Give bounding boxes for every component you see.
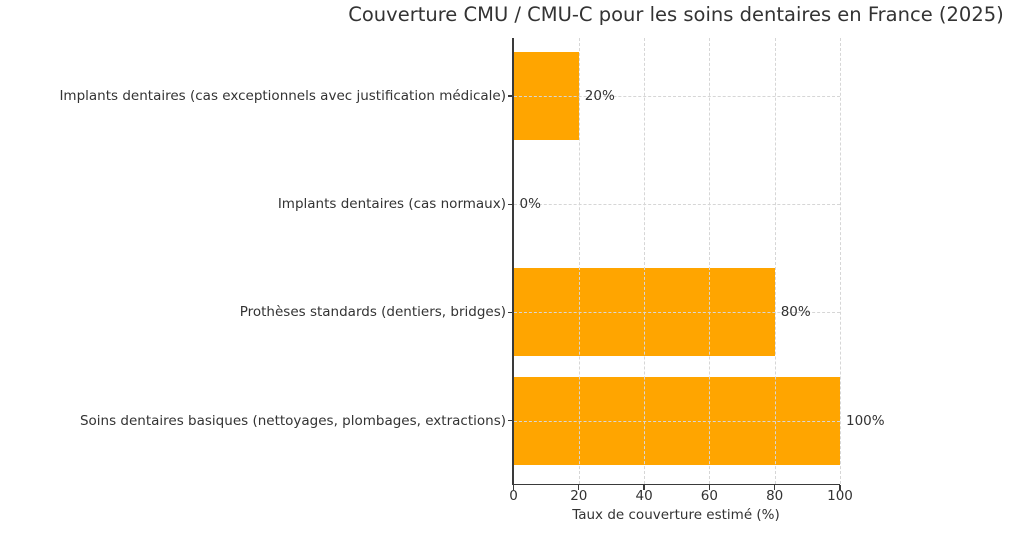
y-axis-label: Prothèses standards (dentiers, bridges)	[239, 304, 506, 321]
x-tickmark	[512, 485, 515, 490]
x-tick-label: 40	[635, 488, 653, 504]
y-tickmark	[508, 419, 513, 422]
x-axis-title: Taux de couverture estimé (%)	[572, 507, 780, 523]
x-tick-label: 80	[766, 488, 784, 504]
x-axis-line	[512, 483, 840, 486]
chart-title: Couverture CMU / CMU-C pour les soins de…	[348, 3, 1004, 26]
x-tick-label: 60	[700, 488, 718, 504]
x-tick-label: 100	[827, 488, 853, 504]
y-axis-label: Soins dentaires basiques (nettoyages, pl…	[79, 412, 506, 429]
value-label: 80%	[780, 304, 811, 321]
y-tickmark	[508, 203, 513, 205]
value-label: 100%	[846, 412, 885, 429]
y-axis-label: Implants dentaires (cas exceptionnels av…	[59, 88, 506, 104]
y-tickmark	[508, 311, 513, 313]
y-axis-label: Implants dentaires (cas normaux)	[277, 196, 506, 213]
x-tickmark	[643, 485, 645, 490]
h-gridline	[513, 96, 840, 97]
x-tickmark	[839, 485, 841, 490]
y-tickmark	[508, 95, 513, 97]
x-tick-label: 0	[509, 488, 518, 504]
x-tickmark	[774, 485, 776, 490]
h-gridline	[513, 204, 840, 206]
h-gridline	[513, 312, 840, 314]
v-gridline	[774, 38, 776, 484]
h-gridline	[513, 420, 840, 422]
x-tickmark	[578, 485, 580, 490]
v-gridline	[709, 38, 711, 484]
x-tickmark	[708, 485, 711, 490]
v-gridline	[578, 38, 580, 484]
v-gridline	[644, 38, 646, 484]
x-tick-label: 20	[570, 488, 588, 504]
value-label: 20%	[584, 88, 615, 104]
v-gridline	[840, 38, 841, 484]
value-label: 0%	[519, 196, 541, 213]
y-axis-line	[512, 38, 514, 485]
